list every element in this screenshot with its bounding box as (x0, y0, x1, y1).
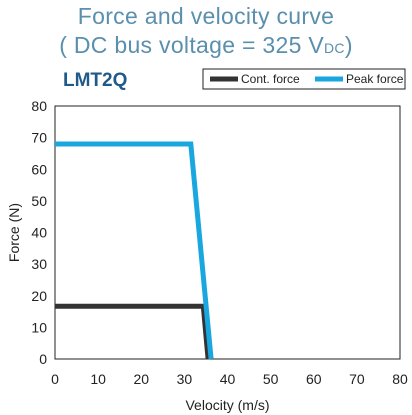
x-tick-label-10: 10 (90, 371, 106, 387)
series-line-cont-force (55, 303, 211, 360)
x-tick-label-30: 30 (177, 371, 193, 387)
y-tick-label-70: 70 (31, 130, 47, 146)
y-tick-label-60: 60 (31, 161, 47, 177)
y-tick-label-40: 40 (31, 225, 47, 241)
plot-frame (54, 105, 401, 360)
y-axis-label: Force (N) (6, 203, 22, 262)
legend-box (202, 68, 406, 90)
legend-label-peak-force: Peak force (346, 72, 404, 86)
x-tick-label-80: 80 (392, 371, 408, 387)
x-tick-label-50: 50 (263, 371, 279, 387)
y-tick-label-20: 20 (31, 288, 47, 304)
x-tick-label-70: 70 (349, 371, 365, 387)
x-axis-label: Velocity (m/s) (185, 397, 269, 413)
x-tick-label-60: 60 (306, 371, 322, 387)
x-tick-label-20: 20 (133, 371, 149, 387)
model-label: LMT2Q (63, 70, 128, 91)
title-voltage-text: ( DC bus voltage = 325 V (59, 32, 325, 58)
chart-ticks: 0 10 20 30 40 50 60 70 80 0 10 20 30 40 50 60 70 80 (31, 98, 408, 387)
chart-title-line-2: ( DC bus voltage = 325 VDC) (0, 32, 412, 61)
x-tick-label-0: 0 (51, 371, 59, 387)
title-voltage-subscript: DC (324, 40, 345, 56)
legend-label-cont-force: Cont. force (241, 72, 300, 86)
y-tick-label-0: 0 (39, 351, 47, 367)
chart-axes (54, 105, 401, 360)
y-tick-label-80: 80 (31, 98, 47, 114)
y-tick-label-50: 50 (31, 193, 47, 209)
title-voltage-close: ) (344, 32, 353, 58)
chart-series-layer (55, 141, 214, 360)
x-tick-label-40: 40 (220, 371, 236, 387)
series-line-peak-force (55, 141, 214, 360)
y-tick-label-10: 10 (31, 319, 47, 335)
chart-legend: Cont. force Peak force (202, 68, 406, 90)
chart-title-line-1: Force and velocity curve (77, 3, 335, 29)
y-tick-label-30: 30 (31, 256, 47, 272)
